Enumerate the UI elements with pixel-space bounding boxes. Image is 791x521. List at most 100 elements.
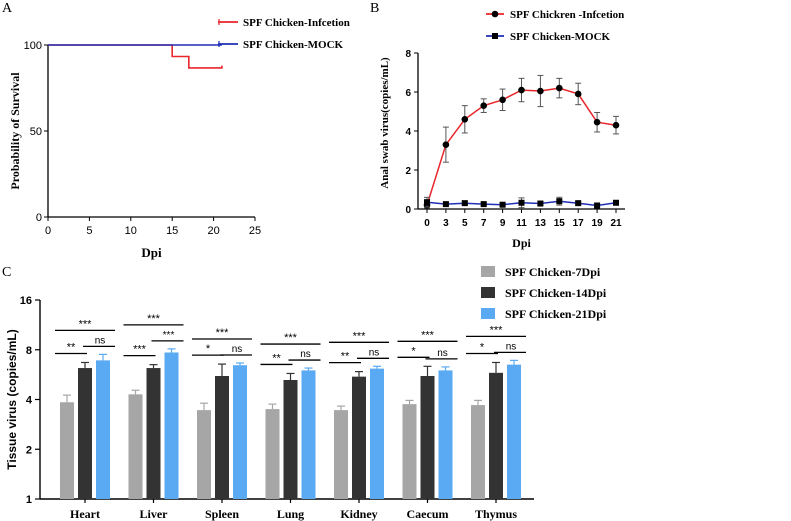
legend-swatch <box>481 287 495 298</box>
data-point <box>593 118 601 126</box>
bar <box>301 370 316 499</box>
panel-c-letter: C <box>2 265 11 280</box>
data-point <box>480 201 487 208</box>
x-tick-label: 0 <box>424 218 430 229</box>
x-tick-label: 17 <box>573 218 585 229</box>
y-tick-label: 6 <box>405 88 411 99</box>
bar <box>215 375 229 499</box>
x-tick-label: Lung <box>277 507 304 521</box>
significance-label: * <box>206 343 211 355</box>
x-tick-label: Thymus <box>475 507 517 521</box>
data-point <box>537 200 544 207</box>
significance-label: *** <box>216 327 230 339</box>
legend-marker <box>491 10 499 18</box>
data-point <box>613 199 619 206</box>
legend-label: SPF Chicken-MOCK <box>243 39 344 51</box>
panel-a-survival-chart: 0 50 100 0 5 10 15 20 25 Dpi Probability of Surviv… <box>8 17 350 260</box>
significance-label: ns <box>95 335 106 346</box>
significance-label: ns <box>300 349 311 360</box>
significance-label: ** <box>67 341 76 353</box>
x-tick-label: 11 <box>516 218 527 229</box>
x-tick-label: 20 <box>207 225 219 237</box>
x-axis-title: Dpi <box>141 245 162 260</box>
data-point <box>442 201 449 208</box>
significance-label: * <box>411 345 416 357</box>
data-point <box>461 116 469 123</box>
data-point <box>594 202 601 209</box>
data-point <box>480 102 488 109</box>
y-tick-label: 4 <box>26 395 33 407</box>
legend-swatch <box>481 308 495 319</box>
significance-label: ns <box>369 347 380 358</box>
x-tick-label: 0 <box>45 225 51 237</box>
data-point <box>424 199 430 206</box>
bar <box>334 410 348 499</box>
bar <box>402 404 417 499</box>
data-point <box>461 200 468 207</box>
bar <box>60 402 74 499</box>
bar <box>438 370 453 499</box>
series-line-spf-chicken-infcetion <box>48 44 223 69</box>
x-tick-label: 19 <box>592 218 604 229</box>
x-axis-title: Dpi <box>512 236 531 250</box>
y-tick-label: 16 <box>20 295 32 307</box>
x-tick-label: 15 <box>166 225 178 237</box>
significance-label: ns <box>232 344 243 355</box>
significance-label: *** <box>147 313 161 325</box>
bar <box>283 379 298 499</box>
legend-swatch <box>481 266 495 277</box>
series-line <box>426 87 617 206</box>
panel-b-anal-swab-chart: 0 2 4 6 8 0 3 5 7 9 11 13 15 17 19 21 Dpi Anal swab virus… <box>379 9 625 250</box>
data-point <box>556 198 563 205</box>
panel-a-letter: A <box>2 1 13 16</box>
bar <box>197 410 211 499</box>
x-tick-label: 15 <box>554 218 566 229</box>
legend-label: SPF Chicken-21Dpi <box>505 307 607 321</box>
x-tick-label: 3 <box>443 218 449 229</box>
data-point <box>442 141 450 148</box>
data-point <box>556 84 563 92</box>
data-point <box>499 96 506 104</box>
bar <box>370 368 384 499</box>
significance-label: ns <box>506 341 517 352</box>
legend-label: SPF Chicken-MOCK <box>510 31 611 43</box>
bar <box>352 376 366 499</box>
bar <box>128 394 143 499</box>
x-tick-label: 10 <box>125 225 137 237</box>
bar <box>233 365 247 499</box>
bar <box>265 409 280 499</box>
y-tick-label: 1 <box>26 494 32 506</box>
x-tick-label: 7 <box>481 218 487 229</box>
x-tick-label: Kidney <box>340 507 377 521</box>
y-tick-label: 8 <box>405 49 411 60</box>
y-axis-title: Probability of Survival <box>8 72 22 190</box>
x-tick-label: Liver <box>140 507 169 521</box>
significance-label: *** <box>284 332 298 344</box>
y-tick-label: 2 <box>405 166 411 177</box>
y-tick-label: 0 <box>36 212 42 224</box>
data-point <box>575 200 582 207</box>
data-point <box>499 201 506 208</box>
legend-label: SPF Chicken-Infcetion <box>243 17 350 29</box>
y-tick-label: 8 <box>26 345 32 357</box>
data-point <box>537 87 544 95</box>
x-tick-label: 13 <box>535 218 547 229</box>
y-tick-label: 50 <box>30 126 42 138</box>
x-tick-label: 25 <box>249 225 261 237</box>
x-tick-label: 5 <box>86 225 92 237</box>
bar <box>146 368 161 499</box>
bar <box>507 364 521 499</box>
significance-label: * <box>480 341 485 353</box>
data-point <box>518 199 525 206</box>
bar <box>78 368 92 499</box>
x-tick-label: Spleen <box>205 507 239 521</box>
x-tick-label: Heart <box>70 507 100 521</box>
data-point <box>518 86 525 94</box>
y-tick-label: 2 <box>26 444 32 456</box>
significance-label: ** <box>272 352 281 364</box>
data-point <box>574 90 582 98</box>
significance-label: ns <box>437 348 448 359</box>
x-tick-label: 5 <box>462 218 468 229</box>
